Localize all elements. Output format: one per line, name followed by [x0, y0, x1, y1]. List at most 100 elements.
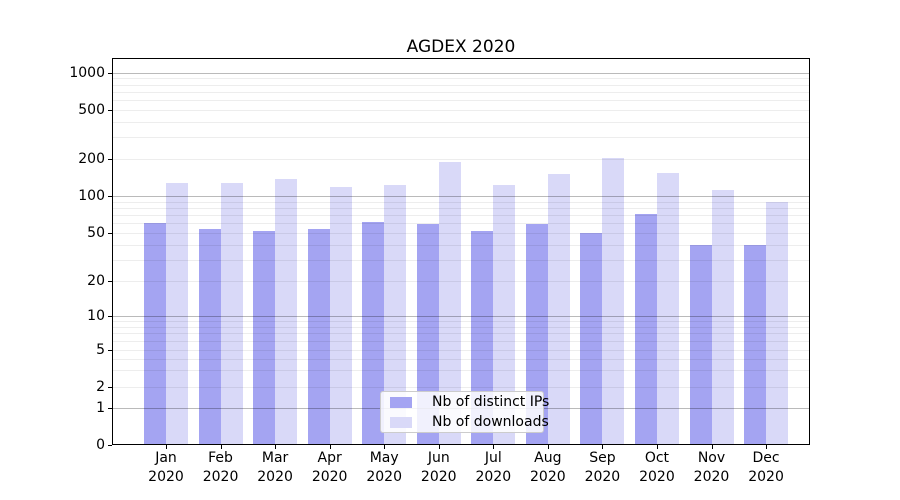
bar-downloads-may — [384, 184, 407, 444]
y-tick-1 — [108, 408, 112, 409]
x-tick-label-dec: Dec 2020 — [735, 449, 797, 487]
y-tick-label-5: 5 — [96, 341, 105, 358]
minor-gridline-600 — [113, 100, 809, 102]
bar-downloads-nov — [711, 189, 734, 444]
year-label: 2020 — [366, 469, 402, 485]
y-tick-20 — [108, 281, 112, 282]
x-tick-label-mar: Mar 2020 — [244, 449, 306, 487]
year-label: 2020 — [475, 469, 512, 485]
x-tick-label-jan: Jan 2020 — [135, 449, 197, 487]
x-tick-label-nov: Nov 2020 — [681, 449, 743, 487]
x-tick-label-sep: Sep 2020 — [571, 449, 633, 487]
legend-swatch-downloads — [390, 416, 412, 428]
minor-gridline-400 — [113, 121, 809, 123]
bar-distinct-ips-apr — [307, 228, 330, 444]
legend-item-distinct-ips: Nb of distinct IPs — [390, 394, 549, 410]
month-label: Feb — [208, 450, 233, 466]
bar-downloads-jan — [166, 183, 188, 444]
bar-distinct-ips-jan — [144, 223, 166, 444]
minor-gridline-30 — [113, 259, 809, 261]
year-label: 2020 — [420, 469, 457, 485]
bar-downloads-dec — [766, 202, 789, 444]
legend-label-distinct-ips: Nb of distinct IPs — [432, 393, 550, 410]
minor-gridline-5 — [113, 349, 809, 351]
month-label: Nov — [697, 450, 726, 466]
minor-gridline-7 — [113, 333, 809, 335]
minor-gridline-2 — [113, 386, 809, 388]
year-label: 2020 — [639, 469, 675, 485]
minor-gridline-40 — [113, 244, 809, 246]
minor-gridline-50 — [113, 233, 809, 234]
bar-distinct-ips-dec — [744, 244, 767, 444]
month-label: May — [369, 450, 399, 466]
y-tick-label-500: 500 — [78, 102, 105, 118]
legend: Nb of distinct IPs Nb of downloads — [380, 391, 549, 433]
bar-distinct-ips-mar — [253, 230, 276, 444]
y-tick-label-1: 1 — [96, 400, 105, 416]
minor-gridline-700 — [113, 91, 809, 93]
bar-distinct-ips-sep — [580, 233, 603, 444]
bar-downloads-oct — [656, 172, 679, 444]
y-tick-label-100: 100 — [78, 188, 105, 204]
minor-gridline-70 — [113, 215, 809, 217]
bar-distinct-ips-oct — [634, 214, 657, 444]
y-tick-label-200: 200 — [78, 151, 105, 167]
y-tick-500 — [108, 110, 112, 111]
y-tick-5 — [108, 349, 112, 351]
month-label: Oct — [644, 450, 670, 466]
year-label: 2020 — [584, 469, 621, 485]
x-tick-aug — [547, 445, 549, 449]
x-tick-label-may: May 2020 — [353, 449, 415, 487]
major-gridline-100 — [113, 196, 809, 197]
bar-downloads-jul — [493, 184, 516, 444]
bar-distinct-ips-jun — [416, 224, 439, 444]
bar-downloads-apr — [329, 187, 352, 444]
month-label: Jan — [155, 450, 177, 466]
y-tick-label-50: 50 — [87, 225, 105, 241]
minor-gridline-500 — [113, 110, 809, 111]
year-label: 2020 — [257, 469, 293, 485]
minor-gridline-20 — [113, 281, 809, 282]
minor-gridline-80 — [113, 207, 809, 209]
x-tick-jul — [493, 445, 495, 449]
y-tick-0 — [108, 444, 112, 446]
month-label: Jun — [427, 450, 450, 466]
bar-distinct-ips-nov — [689, 244, 712, 444]
bar-downloads-aug — [547, 174, 570, 444]
y-tick-label-2: 2 — [96, 378, 105, 395]
y-tick-100 — [108, 196, 112, 197]
major-gridline-1000 — [113, 72, 809, 74]
bar-downloads-sep — [602, 158, 625, 444]
bars-layer — [113, 59, 809, 444]
minor-gridline-900 — [113, 78, 809, 80]
minor-gridline-6 — [113, 340, 809, 342]
minor-gridline-800 — [113, 84, 809, 86]
x-tick-label-feb: Feb 2020 — [190, 449, 252, 487]
bar-distinct-ips-may — [362, 222, 385, 444]
bar-distinct-ips-aug — [525, 224, 548, 444]
minor-gridline-8 — [113, 326, 809, 328]
y-tick-2 — [108, 386, 112, 388]
month-label: Dec — [752, 450, 780, 466]
month-label: Sep — [589, 450, 616, 466]
y-tick-label-0: 0 — [96, 436, 105, 453]
y-tick-label-20: 20 — [87, 273, 105, 289]
x-tick-jun — [438, 445, 440, 449]
x-tick-nov — [711, 445, 713, 449]
x-tick-oct — [656, 445, 658, 449]
x-tick-label-jul: Jul 2020 — [462, 449, 524, 487]
minor-gridline-4 — [113, 358, 809, 360]
bar-distinct-ips-jul — [471, 230, 494, 444]
month-label: Aug — [534, 450, 562, 466]
minor-gridline-9 — [113, 321, 809, 323]
bar-downloads-feb — [220, 182, 243, 444]
legend-label-downloads: Nb of downloads — [432, 413, 549, 430]
x-tick-may — [384, 445, 386, 449]
minor-gridline-200 — [113, 159, 809, 160]
month-label: Mar — [261, 450, 289, 466]
legend-swatch-distinct-ips — [390, 396, 412, 408]
x-tick-jan — [166, 445, 167, 449]
bar-downloads-mar — [275, 178, 298, 444]
bar-distinct-ips-feb — [198, 228, 221, 444]
